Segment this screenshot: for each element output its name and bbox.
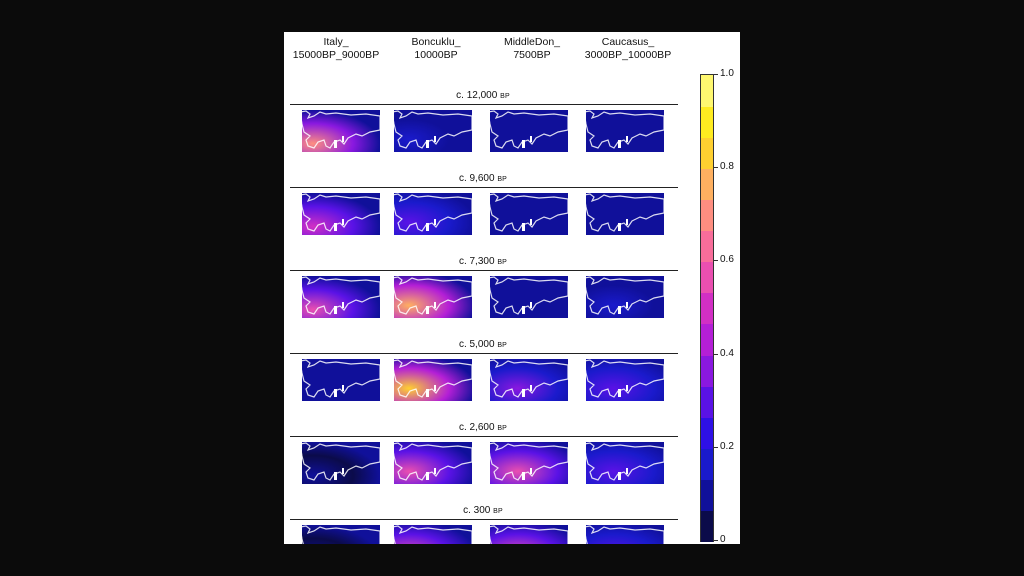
map-panel	[580, 359, 664, 401]
row-label: c. 7,300	[458, 256, 495, 267]
colorbar	[700, 74, 714, 542]
map-panel	[580, 525, 664, 544]
map-panel	[580, 276, 664, 318]
colorbar-step	[701, 354, 713, 387]
colorbar-step	[701, 230, 713, 263]
map-panel	[388, 193, 472, 235]
row-divider	[290, 519, 678, 520]
map-panel	[296, 525, 380, 544]
colorbar-step	[701, 75, 713, 107]
colorbar-tick-label: 0	[720, 534, 726, 545]
colorbar-tick-label: 1.0	[720, 68, 734, 79]
map-panel	[484, 110, 568, 152]
colorbar-step	[701, 385, 713, 418]
colorbar-tick-label: 0.2	[720, 440, 734, 452]
row-divider	[290, 187, 678, 188]
row-title: c. 300 BP	[288, 505, 678, 516]
row-divider	[290, 353, 678, 354]
map-panel	[388, 359, 472, 401]
colorbar-tick	[714, 353, 718, 355]
map-panel	[484, 525, 568, 544]
map-panel	[388, 442, 472, 484]
row-label: c. 9,600	[458, 173, 495, 184]
map-panel	[580, 193, 664, 235]
map-panel	[296, 193, 380, 235]
colorbar-step	[701, 447, 713, 480]
column-header-italy: Italy_ 15000BP_9000BP	[292, 36, 380, 61]
map-panel	[484, 442, 568, 484]
colorbar-step	[701, 106, 713, 139]
row-divider	[290, 270, 678, 271]
colorbar-tick-label: 0.8	[720, 161, 734, 173]
row-label: c. 5,000	[458, 339, 495, 350]
map-panel	[484, 359, 568, 401]
row-title: c. 2,600 BP	[288, 422, 678, 433]
colorbar-step	[701, 168, 713, 201]
colorbar-step	[701, 199, 713, 232]
colorbar-step	[701, 261, 713, 294]
map-panel	[388, 110, 472, 152]
row-label: c. 300	[463, 505, 491, 516]
map-panel	[296, 442, 380, 484]
row-title: c. 12,000 BP	[288, 90, 678, 101]
colorbar-tick-label: 0.6	[720, 254, 734, 266]
column-header-middledon: MiddleDon_ 7500BP	[503, 36, 561, 61]
colorbar-tick	[714, 74, 718, 75]
row-title: c. 7,300 BP	[288, 256, 678, 267]
row-label: c. 12,000	[456, 90, 498, 101]
column-header-caucasus: Caucasus_ 3000BP_10000BP	[584, 36, 672, 61]
map-panel	[296, 359, 380, 401]
row-unit: BP	[497, 176, 508, 183]
colorbar-step	[701, 137, 713, 170]
colorbar-step	[701, 478, 713, 511]
colorbar-tick	[714, 167, 718, 169]
row-label: c. 2,600	[458, 422, 495, 433]
map-panel	[484, 193, 568, 235]
colorbar-tick	[714, 260, 718, 262]
map-panel	[296, 110, 380, 152]
colorbar-step	[701, 416, 713, 449]
map-panel	[296, 276, 380, 318]
colorbar-tick-label: 0.4	[720, 347, 734, 359]
row-title: c. 9,600 BP	[288, 173, 678, 184]
row-unit: BP	[497, 259, 508, 266]
map-panel	[388, 525, 472, 544]
map-panel	[388, 276, 472, 318]
colorbar-tick	[714, 446, 718, 448]
row-unit: BP	[493, 508, 503, 515]
figure: Italy_ 15000BP_9000BP Boncuklu_ 10000BP …	[284, 32, 740, 544]
map-panel	[580, 442, 664, 484]
row-unit: BP	[497, 425, 508, 432]
map-panel	[580, 110, 664, 152]
row-title: c. 5,000 BP	[288, 339, 678, 350]
colorbar-step	[701, 509, 713, 542]
colorbar-step	[701, 292, 713, 325]
row-unit: BP	[500, 93, 510, 100]
row-divider	[290, 436, 678, 437]
colorbar-tick	[714, 540, 718, 541]
column-header-boncuklu: Boncuklu_ 10000BP	[411, 36, 461, 61]
row-divider	[290, 104, 678, 105]
colorbar-step	[701, 323, 713, 356]
map-panel	[484, 276, 568, 318]
row-unit: BP	[497, 342, 508, 349]
